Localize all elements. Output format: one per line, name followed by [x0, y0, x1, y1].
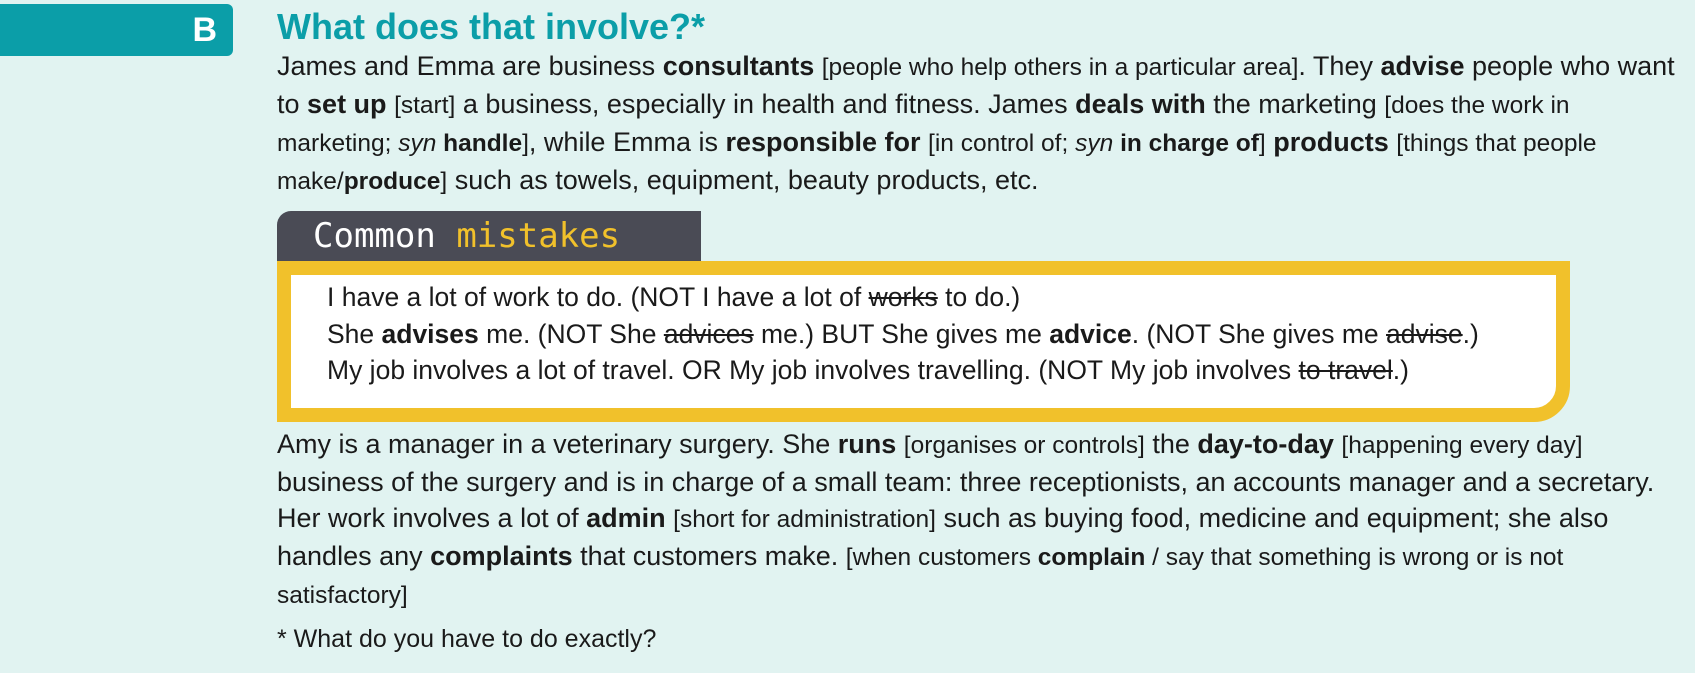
gloss: [start]	[394, 92, 456, 119]
common-mistakes-header: Common mistakes	[277, 211, 701, 262]
wrong-form: to travel	[1298, 355, 1393, 385]
text: . They	[1298, 51, 1381, 81]
gloss: [does the work in marketing; syn handle]	[277, 92, 1570, 157]
text: business of the surgery and is in charge…	[277, 467, 1655, 533]
gloss-text: [in control of;	[928, 130, 1076, 157]
wrong-form: works	[868, 282, 938, 312]
gloss-text: / say that something is wrong or is not …	[277, 544, 1564, 609]
text: . (NOT She gives me	[1131, 319, 1387, 349]
text: people who want to	[277, 51, 1675, 119]
text: a business, especially in health and fit…	[455, 89, 1076, 119]
text: that customers make.	[572, 541, 846, 571]
syn-label: syn	[1075, 130, 1114, 157]
text: me. (NOT She	[478, 319, 664, 349]
text: , while Emma is	[528, 127, 726, 157]
gloss-text: ]	[1258, 130, 1266, 157]
mistake-line-travel: My job involves a lot of travel. OR My j…	[327, 352, 1409, 388]
text: My job involves a lot of travel. OR My j…	[327, 355, 1299, 385]
keyword-complain: complain	[1037, 544, 1146, 571]
gloss-text: [when customers	[845, 544, 1038, 571]
common-mistakes-word2: mistakes	[456, 216, 621, 256]
gloss-text: ]	[440, 168, 448, 195]
keyword-advice: advice	[1049, 319, 1132, 349]
text: James and Emma are business	[277, 51, 663, 81]
gloss: [things that people make/produce]	[277, 130, 1597, 195]
keyword-consultants: consultants	[662, 51, 815, 81]
keyword-complaints: complaints	[430, 541, 573, 571]
gloss-text: ]	[522, 130, 529, 157]
text: such as towels, equipment, beauty produc…	[447, 165, 1039, 195]
mistake-line-advise: She advises me. (NOT She advices me.) BU…	[327, 316, 1479, 352]
gloss-text: [does the work in marketing;	[277, 92, 1570, 157]
syn-label: syn	[398, 130, 437, 157]
section-letter: B	[192, 11, 217, 49]
section-title: What does that involve?*	[277, 6, 706, 47]
gloss-text: [things that people make/	[277, 130, 1597, 195]
keyword-advise: advise	[1380, 51, 1465, 81]
keyword-deals-with: deals with	[1075, 89, 1206, 119]
text: the marketing	[1205, 89, 1385, 119]
common-mistakes-box: I have a lot of work to do. (NOT I have …	[277, 261, 1570, 422]
text: me.) BUT She gives me	[753, 319, 1050, 349]
gloss: [people who help others in a particular …	[821, 54, 1299, 81]
keyword-advises: advises	[381, 319, 479, 349]
text: She	[327, 319, 382, 349]
text: such as buying food, medicine and equipm…	[277, 503, 1609, 571]
keyword-handle: handle	[443, 130, 523, 157]
paragraph-manager: Amy is a manager in a veterinary surgery…	[277, 426, 1677, 614]
keyword-admin: admin	[586, 503, 666, 533]
keyword-products: products	[1273, 127, 1389, 157]
gloss: [in control of; syn in charge of]	[928, 130, 1266, 157]
gloss: [happening every day]	[1341, 432, 1583, 459]
text: .)	[1392, 355, 1409, 385]
gloss: [organises or controls]	[903, 432, 1145, 459]
keyword-runs: runs	[837, 429, 897, 459]
common-mistakes-word1: Common	[313, 216, 436, 256]
keyword-produce: produce	[343, 168, 441, 195]
keyword-responsible-for: responsible for	[725, 127, 921, 157]
footnote: * What do you have to do exactly?	[277, 625, 657, 653]
wrong-form: advise	[1386, 319, 1463, 349]
text: I have a lot of work to do. (NOT I have …	[327, 282, 869, 312]
text: to do.)	[937, 282, 1021, 312]
keyword-day-to-day: day-to-day	[1197, 429, 1334, 459]
section-tab: B	[0, 4, 233, 56]
gloss: [when customers complain / say that some…	[277, 544, 1563, 609]
text: the	[1144, 429, 1198, 459]
mistake-line-work: I have a lot of work to do. (NOT I have …	[327, 279, 1020, 315]
wrong-form: advices	[663, 319, 754, 349]
keyword-in-charge-of: in charge of	[1120, 130, 1259, 157]
gloss: [short for administration]	[673, 506, 936, 533]
text: Amy is a manager in a veterinary surgery…	[277, 429, 838, 459]
text: .)	[1462, 319, 1479, 349]
paragraph-consultants: James and Emma are business consultants …	[277, 48, 1677, 200]
keyword-set-up: set up	[307, 89, 387, 119]
